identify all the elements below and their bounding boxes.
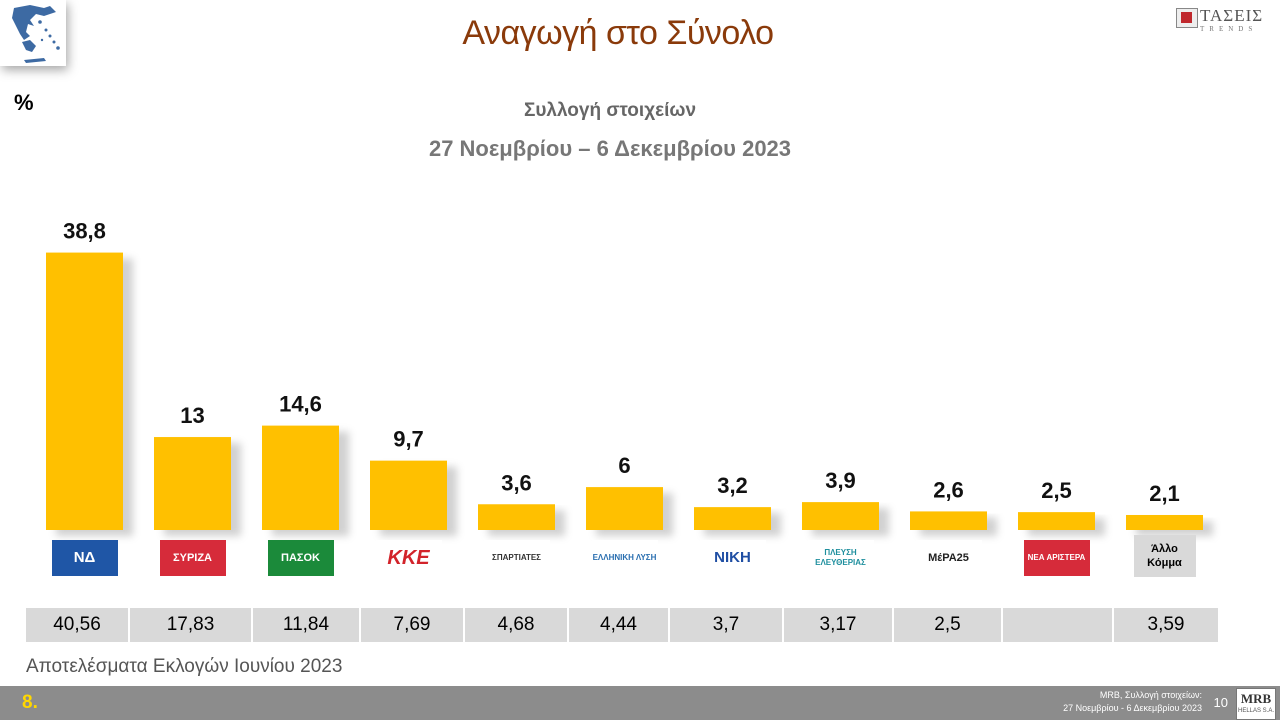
previous-result-cell: 17,83 xyxy=(130,608,251,642)
bar xyxy=(262,425,339,530)
previous-result-cell: 40,56 xyxy=(26,608,128,642)
bar xyxy=(1018,512,1095,530)
previous-result-cell: 7,69 xyxy=(361,608,463,642)
bar xyxy=(154,437,231,530)
bar xyxy=(694,507,771,530)
brand-main: ΤΑΣΕΙΣ xyxy=(1200,6,1264,25)
data-label: 13 xyxy=(180,403,204,428)
party-logo: ΣΥΡΙΖΑ xyxy=(159,540,226,576)
party-logo: ΠΛΕΥΣΗ ΕΛΕΥΘΕΡΙΑΣ xyxy=(807,540,874,576)
footer-bar: 8. MRB, Συλλογή στοιχείων: 27 Νοεμβρίου … xyxy=(0,686,1280,720)
data-label: 14,6 xyxy=(279,392,322,417)
unit-label: % xyxy=(14,90,34,115)
previous-result-cell: 4,68 xyxy=(465,608,567,642)
source-note: MRB, Συλλογή στοιχείων: 27 Νοεμβρίου - 6… xyxy=(1063,689,1202,715)
page-title: Αναγωγή στο Σύνολο xyxy=(462,14,774,52)
previous-result-cell: 2,5 xyxy=(894,608,1001,642)
previous-results-label: Αποτελέσματα Εκλογών Ιουνίου 2023 xyxy=(26,656,343,677)
party-logo: ΝΙΚΗ xyxy=(699,540,766,576)
bar xyxy=(1126,514,1203,530)
data-label: 3,9 xyxy=(825,468,856,493)
party-logo: ΚΚΕ xyxy=(375,540,442,576)
subtitle: Συλλογή στοιχείων xyxy=(523,100,697,121)
bar xyxy=(910,511,987,530)
previous-result-cell: 3,7 xyxy=(670,608,782,642)
previous-result-cell xyxy=(1003,608,1112,642)
bar xyxy=(46,252,123,530)
data-label: 2,5 xyxy=(1041,478,1072,503)
data-label: 2,6 xyxy=(933,477,964,502)
party-logo: ΣΠΑΡΤΙΑΤΕΣ xyxy=(483,540,550,576)
source-line-1: MRB, Συλλογή στοιχείων: xyxy=(1099,690,1202,700)
data-label: 9,7 xyxy=(393,427,424,452)
brand-sub: TRENDS xyxy=(1200,25,1258,33)
bar xyxy=(802,502,879,530)
party-logo: ΜέΡΑ25 xyxy=(915,540,982,576)
previous-result-cell: 11,84 xyxy=(253,608,359,642)
party-logo: Άλλο Κόμμα xyxy=(1133,535,1196,577)
slide-number: 8. xyxy=(22,692,38,713)
data-label: 38,8 xyxy=(63,219,106,244)
party-logo: ΝΔ xyxy=(51,540,118,576)
party-logo: ΠΑΣΟΚ xyxy=(267,540,334,576)
date-range: 27 Νοεμβρίου – 6 Δεκεμβρίου 2023 xyxy=(428,136,792,161)
data-label: 3,2 xyxy=(717,473,748,498)
page-number: 10 xyxy=(1213,695,1228,710)
data-label: 2,1 xyxy=(1149,481,1180,506)
tasis-trends-logo: ΤΑΣΕΙΣ TRENDS xyxy=(1176,6,1266,33)
bar xyxy=(370,460,447,530)
source-line-2: 27 Νοεμβρίου - 6 Δεκεμβρίου 2023 xyxy=(1063,703,1202,713)
bar xyxy=(586,487,663,530)
previous-result-cell: 4,44 xyxy=(569,608,668,642)
mrb-logo: MRB HELLAS S.A. xyxy=(1236,688,1276,720)
data-label: 3,6 xyxy=(501,470,532,495)
party-logo: ΝΕΑ ΑΡΙΣΤΕΡΑ xyxy=(1023,540,1090,576)
data-label: 6 xyxy=(618,453,630,478)
greece-map-thumbnail xyxy=(0,0,66,66)
previous-result-cell: 3,59 xyxy=(1114,608,1218,642)
bar xyxy=(478,504,555,530)
previous-results-row: 40,56 17,83 11,84 7,69 4,68 4,44 3,7 3,17 2,5 3,5… xyxy=(26,608,1220,642)
previous-result-cell: 3,17 xyxy=(784,608,892,642)
party-logo: ΕΛΛΗΝΙΚΗ ΛΥΣΗ xyxy=(591,540,658,576)
